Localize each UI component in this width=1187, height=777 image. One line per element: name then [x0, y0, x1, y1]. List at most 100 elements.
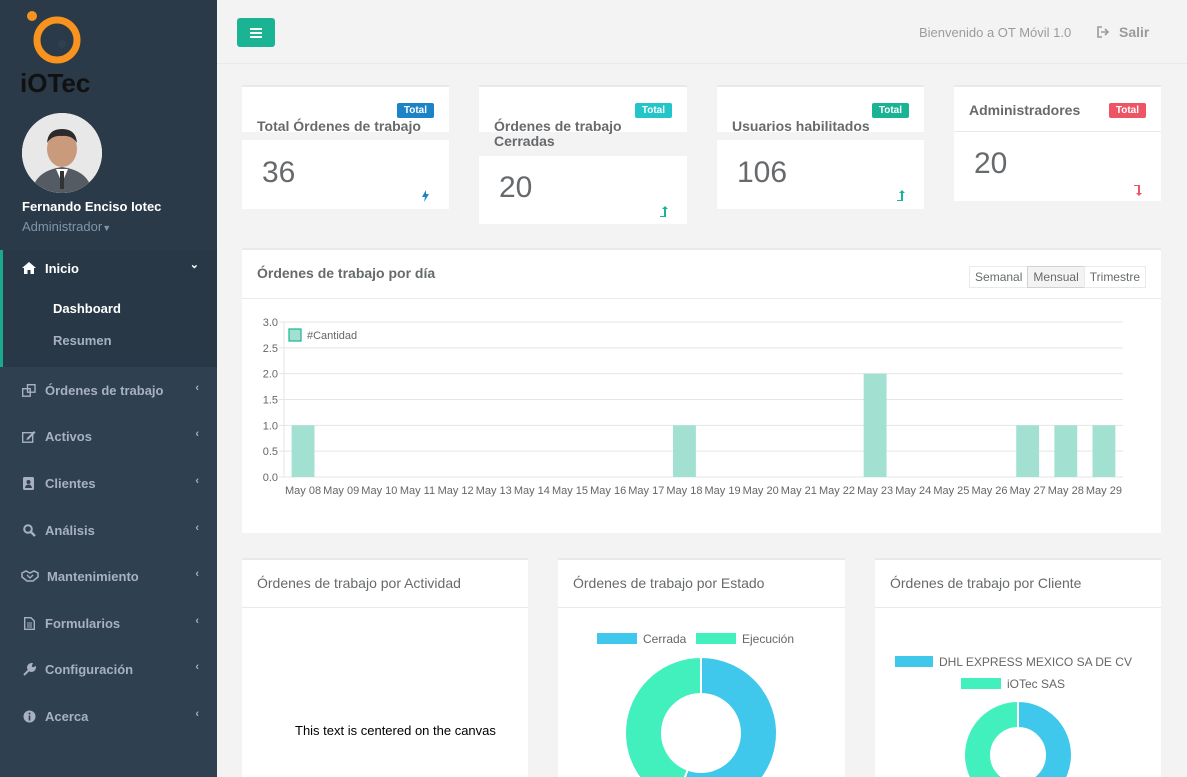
nav-clientes-label: Clientes	[45, 475, 96, 491]
y-tick-label: 0.5	[263, 446, 278, 458]
wrench-icon	[21, 662, 37, 676]
total-badge: Total	[1108, 103, 1146, 118]
edit-icon	[21, 429, 37, 443]
level-up-icon	[660, 206, 668, 220]
bar[interactable]	[291, 425, 315, 477]
legend-swatch	[597, 633, 637, 644]
panel-title: Órdenes de trabajo por día	[257, 265, 436, 281]
nav-item-formularios[interactable]: Formularios ‹	[0, 603, 217, 643]
bar[interactable]	[1016, 425, 1040, 477]
nav-mantenimiento-label: Mantenimiento	[47, 568, 139, 584]
stat-card-usuarios: Total Usuarios habilitados 106	[717, 85, 924, 209]
card-body: 36	[242, 140, 449, 209]
nav-item-analisis[interactable]: Análisis ‹	[0, 510, 217, 550]
period-mensual-button[interactable]: Mensual	[1027, 266, 1085, 288]
card-body: 106	[717, 140, 924, 209]
card-value: 20	[499, 171, 533, 204]
nav-item-activos[interactable]: Activos ‹	[0, 416, 217, 456]
nav-item-ordenes[interactable]: Órdenes de trabajo ‹	[0, 370, 217, 410]
card-title-line2: Cerradas	[494, 133, 555, 149]
x-tick-label: May 11	[400, 485, 435, 497]
chevron-left-icon: ‹	[195, 475, 199, 487]
x-tick-label: May 14	[514, 485, 550, 497]
x-tick-label: May 26	[971, 485, 1007, 497]
x-tick-label: May 23	[857, 485, 893, 497]
bar[interactable]	[672, 425, 696, 477]
y-tick-label: 2.0	[263, 369, 278, 381]
legend-swatch	[895, 656, 933, 667]
legend-swatch	[961, 678, 1001, 689]
x-tick-label: May 16	[590, 485, 626, 497]
doughnut-slice[interactable]	[675, 655, 778, 777]
bar[interactable]	[1092, 425, 1116, 477]
cliente-panel: Órdenes de trabajo por Cliente DHL EXPRE…	[875, 558, 1161, 777]
nav-configuracion-label: Configuración	[45, 661, 134, 677]
panel-title: Órdenes de trabajo por Actividad	[257, 575, 461, 591]
legend-label: Cerrada	[643, 632, 687, 646]
y-tick-label: 3.0	[263, 317, 278, 329]
nav-item-configuracion[interactable]: Configuración ‹	[0, 649, 217, 689]
y-tick-label: 2.5	[263, 343, 278, 355]
search-icon	[21, 523, 37, 537]
copy-icon	[21, 383, 37, 397]
menu-toggle-button[interactable]	[237, 18, 275, 47]
canvas-placeholder-text: This text is centered on the canvas	[295, 723, 496, 738]
doughnut-slice[interactable]	[1017, 699, 1073, 777]
x-tick-label: May 21	[781, 485, 817, 497]
level-down-icon	[1134, 185, 1142, 199]
card-value: 106	[737, 156, 788, 189]
panel-divider	[558, 607, 845, 608]
stat-card-ordenes-cerradas: Total Órdenes de trabajo Cerradas 20	[479, 85, 687, 224]
period-semanal-button[interactable]: Semanal	[969, 266, 1029, 288]
info-icon	[21, 709, 37, 723]
panel-divider	[242, 298, 1161, 299]
x-tick-label: May 19	[705, 485, 741, 497]
card-header: Total Usuarios habilitados	[717, 85, 924, 134]
doughnut-slice[interactable]	[963, 699, 1019, 777]
bar[interactable]	[1054, 425, 1078, 477]
x-tick-label: May 15	[552, 485, 588, 497]
panel-title: Órdenes de trabajo por Cliente	[890, 575, 1082, 591]
period-toggle: Semanal Mensual Trimestre	[969, 266, 1146, 288]
chevron-left-icon: ‹	[195, 661, 199, 673]
address-book-icon	[21, 476, 37, 490]
caret-down-icon: ▼	[102, 223, 112, 233]
legend-swatch	[288, 328, 302, 342]
x-tick-label: May 20	[743, 485, 779, 497]
nav-ordenes-label: Órdenes de trabajo	[45, 382, 164, 398]
card-value: 36	[262, 156, 296, 189]
chevron-left-icon: ‹	[195, 708, 199, 720]
x-tick-label: May 13	[476, 485, 512, 497]
card-title-line1: Órdenes de trabajo	[494, 118, 622, 134]
bar[interactable]	[863, 373, 887, 477]
y-tick-label: 1.0	[263, 420, 278, 432]
bolt-icon	[422, 190, 429, 205]
legend-label: Ejecución	[742, 632, 794, 646]
stat-card-administradores: Total Administradores 20	[954, 85, 1161, 201]
x-tick-label: May 27	[1010, 485, 1046, 497]
period-trimestre-button[interactable]: Trimestre	[1083, 266, 1146, 288]
nav-item-mantenimiento[interactable]: Mantenimiento ‹	[0, 556, 217, 596]
legend-label: #Cantidad	[307, 330, 357, 342]
logout-label: Salir	[1119, 24, 1150, 40]
total-badge: Total	[871, 103, 909, 118]
estado-doughnut-chart: Cerrada Ejecución	[597, 632, 794, 777]
welcome-message: Bienvenido a OT Móvil 1.0	[919, 25, 1072, 40]
nav-item-inicio[interactable]: Inicio ⌄	[0, 248, 217, 288]
avatar[interactable]	[22, 113, 102, 193]
logout-button[interactable]: Salir	[1097, 24, 1149, 40]
iotec-logo[interactable]: iOTec	[20, 10, 100, 98]
actividad-panel: Órdenes de trabajo por Actividad This te…	[242, 558, 528, 777]
x-tick-label: May 22	[819, 485, 855, 497]
x-tick-label: May 08	[285, 485, 321, 497]
sidebar-header: iOTec Fernando Enciso Iotec Administrado…	[0, 0, 217, 250]
nav-sub-resumen[interactable]: Resumen	[53, 333, 112, 348]
doughnut-slice[interactable]	[624, 655, 702, 777]
nav-item-acerca[interactable]: Acerca ‹	[0, 696, 217, 736]
nav-sub-dashboard[interactable]: Dashboard	[53, 301, 121, 316]
card-title: Órdenes de trabajo Cerradas	[494, 119, 622, 149]
estado-panel: Órdenes de trabajo por Estado Cerrada Eje…	[558, 558, 845, 777]
user-role-dropdown[interactable]: Administrador▼	[22, 219, 111, 234]
nav-item-clientes[interactable]: Clientes ‹	[0, 463, 217, 503]
